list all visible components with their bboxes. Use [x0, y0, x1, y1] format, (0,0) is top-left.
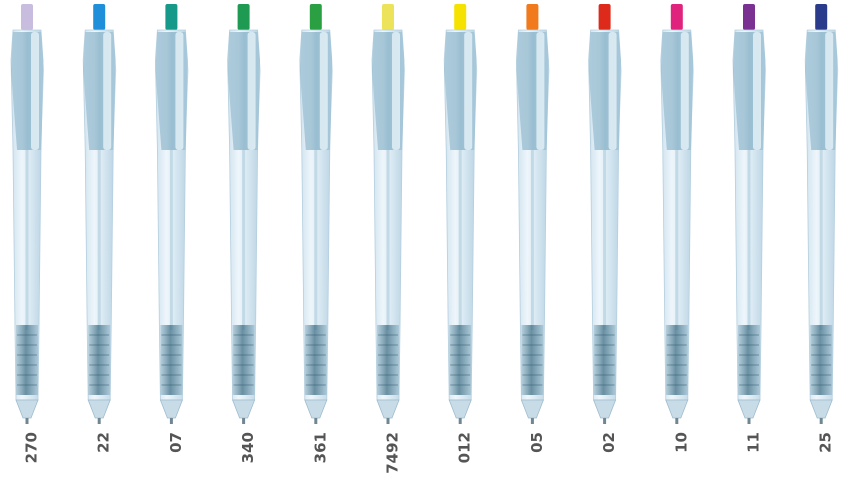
pen-grip — [232, 325, 255, 395]
pen-point — [819, 418, 823, 424]
pen-point — [314, 418, 318, 424]
pen-clip-bar — [31, 32, 39, 150]
pen-clip-bar — [247, 32, 256, 150]
pen-point — [242, 418, 246, 424]
pen-clip — [733, 32, 766, 150]
pen-button — [237, 4, 250, 30]
pen-tip — [87, 399, 111, 419]
pen-code: 012 — [456, 432, 474, 463]
pen-code: 361 — [311, 432, 329, 463]
pen-clip-bar — [392, 32, 400, 150]
pen-clip-bar — [680, 32, 689, 150]
pen-button — [21, 4, 33, 30]
pen-point — [97, 418, 101, 424]
pen-grip — [810, 325, 833, 395]
pen-button — [598, 4, 611, 30]
pen: 25 — [804, 4, 839, 453]
pen-button — [309, 4, 322, 30]
pen-code: 11 — [745, 432, 763, 453]
pen-tip — [159, 399, 183, 419]
pen-clip — [444, 32, 478, 150]
pen-button — [454, 4, 467, 30]
pen-code: 340 — [239, 432, 257, 463]
pen-clip — [155, 32, 189, 150]
pen-clip — [516, 32, 550, 150]
pen-clip-bar — [825, 32, 834, 150]
pen-tip — [304, 399, 328, 419]
pen-clip-bar — [464, 32, 473, 150]
pen-code: 22 — [95, 432, 113, 453]
pen-code: 07 — [167, 432, 185, 453]
pen-point — [386, 418, 390, 424]
pen-tip — [15, 399, 39, 419]
pen-point — [169, 418, 173, 424]
pen-button — [743, 4, 755, 30]
pen-tip — [376, 399, 400, 419]
pen-grip — [738, 325, 760, 395]
pen-button — [670, 4, 683, 30]
pen-button — [815, 4, 828, 30]
pen-grip — [665, 325, 688, 395]
pen-grip — [593, 325, 616, 395]
pen: 270 — [10, 4, 44, 463]
pen-clip-bar — [175, 32, 184, 150]
pen-clip-bar — [103, 32, 112, 150]
pen-point — [603, 418, 607, 424]
pen-grip — [377, 325, 399, 395]
pen: 05 — [515, 4, 550, 453]
pen-point — [25, 418, 29, 424]
pen-clip-bar — [536, 32, 545, 150]
pen-grip — [16, 325, 38, 395]
pen-row: 270 22 07 340 361 7492 012 05 02 10 11 25 — [10, 4, 839, 474]
pen-code: 270 — [23, 432, 41, 463]
pen: 07 — [154, 4, 189, 453]
pen: 10 — [660, 4, 694, 453]
pen: 22 — [82, 4, 117, 453]
pen: 340 — [227, 4, 261, 463]
pen-clip — [227, 32, 261, 150]
pen: 012 — [443, 4, 478, 463]
pen-tip — [232, 399, 256, 419]
pen-clip — [299, 32, 333, 150]
pen-tip — [665, 399, 689, 419]
pen-clip-bar — [608, 32, 617, 150]
pen-point — [747, 418, 751, 424]
pen-clip — [83, 32, 117, 150]
pen-code: 02 — [600, 432, 618, 453]
pen-clip — [660, 32, 694, 150]
pen-code: 05 — [528, 432, 546, 453]
pen-clip — [372, 32, 405, 150]
pen-clip — [588, 32, 622, 150]
pen-tip — [593, 399, 617, 419]
pen-grip — [160, 325, 183, 395]
pen-clip — [805, 32, 839, 150]
pen: 7492 — [371, 4, 405, 474]
pen-grip — [521, 325, 544, 395]
pen-tip — [448, 399, 472, 419]
pen-tip — [809, 399, 833, 419]
pen: 11 — [732, 4, 766, 453]
pen-tip — [737, 399, 761, 419]
pen-grip — [88, 325, 111, 395]
pen-grip — [449, 325, 472, 395]
pen: 02 — [588, 4, 622, 453]
pen-tip — [520, 399, 544, 419]
pen-point — [458, 418, 462, 424]
pen: 361 — [299, 4, 333, 463]
pen-point — [530, 418, 534, 424]
pen-clip-bar — [753, 32, 761, 150]
pen-button — [382, 4, 394, 30]
pen-code: 25 — [817, 432, 835, 453]
pen-button — [93, 4, 106, 30]
pen-button — [165, 4, 178, 30]
pen-point — [675, 418, 679, 424]
pen-code: 7492 — [384, 432, 402, 474]
pen-clip-bar — [319, 32, 328, 150]
pen-grip — [304, 325, 327, 395]
pen-button — [526, 4, 539, 30]
pen-clip — [11, 32, 44, 150]
pen-code: 10 — [672, 432, 690, 453]
